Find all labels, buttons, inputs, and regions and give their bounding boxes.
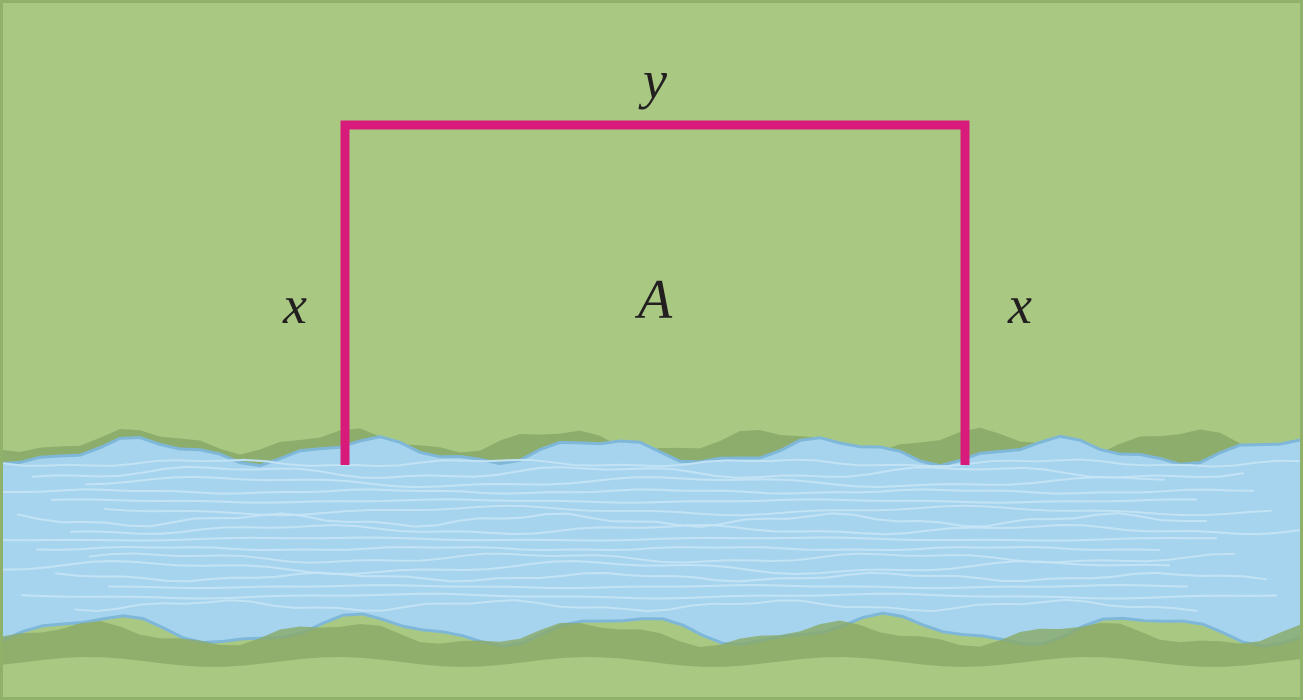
diagram-stage: y x x A [0,0,1303,700]
label-y: y [643,53,667,107]
label-x-right: x [1008,278,1032,332]
label-x-left: x [283,278,307,332]
label-area-A: A [638,272,672,328]
